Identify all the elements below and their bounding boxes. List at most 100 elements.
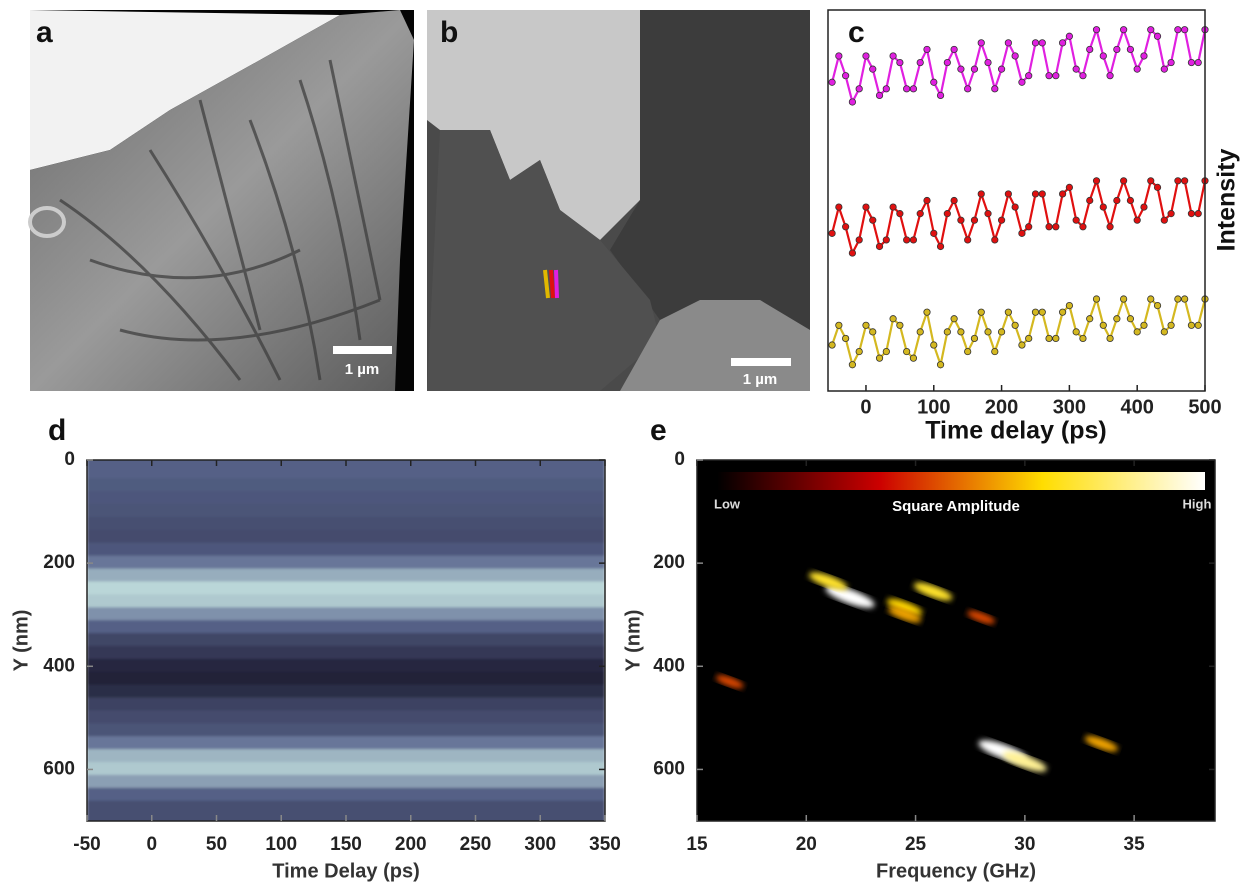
data-point [862,321,870,329]
data-point [1025,334,1033,343]
data-point [835,52,843,60]
heatmap-row [87,555,605,571]
data-point [923,45,931,54]
data-point [1194,58,1202,67]
data-point [943,328,951,336]
data-point [855,85,863,93]
data-point [1052,334,1060,343]
data-point [970,216,979,224]
data-point [1113,315,1121,323]
heatmap-row [87,542,605,558]
data-point [903,347,911,356]
y-tick-label: 400 [43,655,75,676]
data-point [1099,321,1107,329]
plot-frame [696,459,1216,822]
data-point [896,321,904,329]
x-tick-label: 35 [1124,834,1146,855]
data-point [1072,328,1080,336]
data-point [875,242,884,251]
data-point [855,236,863,244]
amplitude-spot [1084,735,1118,752]
data-point [1052,223,1060,231]
x-tick-label: 300 [1053,396,1086,418]
panel-label: e [650,414,667,447]
amplitude-spot [1002,751,1047,772]
data-point [964,347,972,356]
y-tick-label: 600 [43,758,75,779]
data-point [977,190,985,198]
data-point [903,236,911,244]
y-tick-label: 0 [64,449,75,470]
heatmap-background [697,460,1215,821]
data-point [1174,26,1182,34]
data-point [1133,216,1141,224]
micrograph-a [28,10,414,391]
heatmap-row [87,465,605,481]
panel-label: c [848,16,865,49]
data-point [1153,183,1162,191]
heatmap-row [87,723,605,739]
data-point [1079,72,1087,80]
x-axis-title: Frequency (GHz) [876,860,1036,882]
heatmap-row [87,697,605,713]
data-point [1167,321,1175,329]
data-point [842,72,850,80]
scale-bar-label: 1 µm [345,361,380,378]
data-point [1160,328,1168,336]
x-tick-label: 25 [905,834,927,855]
x-tick-label: 350 [589,834,621,855]
data-point [936,361,945,369]
data-point [1167,58,1175,67]
data-point [1181,295,1189,303]
data-point [909,85,918,93]
x-axis-title: Time Delay (ps) [272,860,419,882]
data-point [828,78,836,86]
data-point [1106,223,1114,231]
data-point [936,242,945,251]
data-point [848,249,857,257]
data-point [997,65,1006,73]
x-tick-label: 150 [330,834,362,855]
heatmap-row [87,800,605,816]
data-point [1147,177,1155,185]
data-point [1153,32,1162,40]
data-point [1126,315,1135,323]
data-point [889,203,897,211]
data-point [1011,52,1019,60]
x-axis-title: Time delay (ps) [925,417,1107,445]
data-point [997,328,1006,336]
data-point [1092,26,1101,34]
colorbar [717,472,1205,490]
colorbar-high: High [1183,496,1212,511]
data-point [828,229,836,237]
heatmap-row [87,633,605,648]
data-point [1126,196,1135,205]
data-point [869,328,877,336]
data-point [1181,26,1189,34]
plot-frame [827,9,1206,392]
data-point [916,328,924,336]
data-point [977,308,985,316]
data-point [1018,229,1026,237]
data-point [1092,177,1101,185]
heatmap-row [87,594,605,610]
data-point [970,65,979,73]
data-point [964,85,972,93]
data-point [1004,190,1012,198]
heatmap-row [87,710,605,726]
heatmap-row [87,749,605,764]
data-point [1106,334,1114,343]
data-point [930,229,938,237]
heatmap-row [87,568,605,584]
panel-label: b [440,16,458,49]
y-tick-label: 0 [674,449,685,470]
data-point [916,58,924,67]
data-point [1065,32,1073,40]
data-point [916,210,924,218]
data-point [1079,223,1087,231]
amplitude-spot [825,585,875,608]
data-point [991,236,999,244]
data-point [1072,216,1080,224]
data-point [991,347,999,356]
